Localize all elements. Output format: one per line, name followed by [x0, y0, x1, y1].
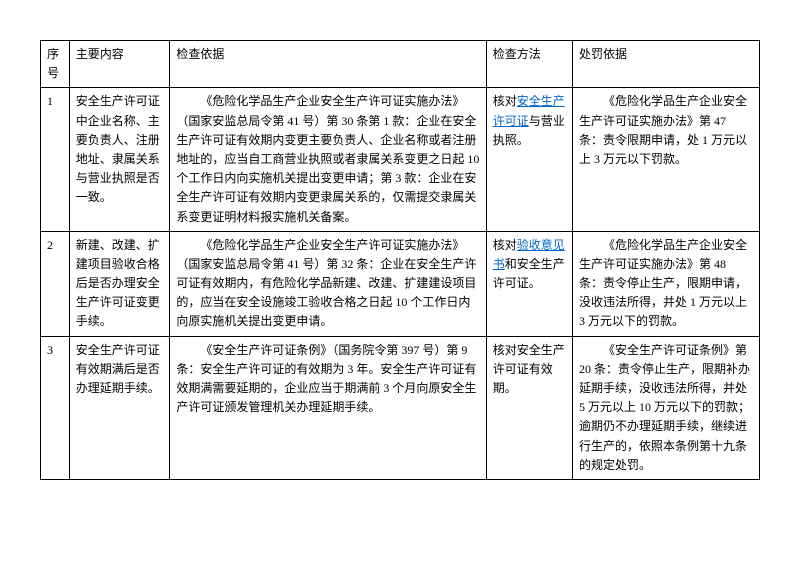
cell-content: 新建、改建、扩建项目验收合格后是否办理安全生产许可证变更手续。: [69, 231, 170, 336]
cell-num: 2: [41, 231, 70, 336]
header-num: 序号: [41, 41, 70, 88]
basis-text: 《危险化学品生产企业安全生产许可证实施办法》（国家安监总局令第 41 号）第 3…: [176, 236, 479, 332]
cell-basis: 《安全生产许可证条例》（国务院令第 397 号）第 9 条：安全生产许可证的有效…: [170, 336, 486, 479]
table-row: 1 安全生产许可证中企业名称、主要负责人、注册地址、隶属关系与营业执照是否一致。…: [41, 88, 760, 231]
table-header-row: 序号 主要内容 检查依据 检查方法 处罚依据: [41, 41, 760, 88]
method-pre: 核对: [493, 94, 517, 108]
cell-basis: 《危险化学品生产企业安全生产许可证实施办法》（国家安监总局令第 41 号）第 3…: [170, 231, 486, 336]
cell-num: 3: [41, 336, 70, 479]
header-penalty: 处罚依据: [573, 41, 760, 88]
table-row: 3 安全生产许可证有效期满后是否办理延期手续。 《安全生产许可证条例》（国务院令…: [41, 336, 760, 479]
cell-penalty: 《危险化学品生产企业安全生产许可证实施办法》第 48 条：责令停止生产，限期申请…: [573, 231, 760, 336]
cell-method: 核对验收意见书和安全生产许可证。: [486, 231, 572, 336]
basis-text: 《安全生产许可证条例》（国务院令第 397 号）第 9 条：安全生产许可证的有效…: [176, 341, 479, 418]
method-pre: 核对安全生产许可证有效期。: [493, 343, 565, 395]
cell-basis: 《危险化学品生产企业安全生产许可证实施办法》（国家安监总局令第 41 号）第 3…: [170, 88, 486, 231]
header-basis: 检查依据: [170, 41, 486, 88]
header-content: 主要内容: [69, 41, 170, 88]
penalty-text: 《危险化学品生产企业安全生产许可证实施办法》第 47 条：责令限期申请，处 1 …: [579, 92, 753, 169]
cell-method: 核对安全生产许可证与营业执照。: [486, 88, 572, 231]
cell-penalty: 《危险化学品生产企业安全生产许可证实施办法》第 47 条：责令限期申请，处 1 …: [573, 88, 760, 231]
header-method: 检查方法: [486, 41, 572, 88]
penalty-text: 《危险化学品生产企业安全生产许可证实施办法》第 48 条：责令停止生产，限期申请…: [579, 236, 753, 332]
cell-num: 1: [41, 88, 70, 231]
cell-content: 安全生产许可证中企业名称、主要负责人、注册地址、隶属关系与营业执照是否一致。: [69, 88, 170, 231]
cell-method: 核对安全生产许可证有效期。: [486, 336, 572, 479]
cell-content: 安全生产许可证有效期满后是否办理延期手续。: [69, 336, 170, 479]
table-row: 2 新建、改建、扩建项目验收合格后是否办理安全生产许可证变更手续。 《危险化学品…: [41, 231, 760, 336]
penalty-text: 《安全生产许可证条例》第 20 条：责令停止生产，限期补办延期手续，没收违法所得…: [579, 341, 753, 475]
method-pre: 核对: [493, 238, 517, 252]
regulation-table: 序号 主要内容 检查依据 检查方法 处罚依据 1 安全生产许可证中企业名称、主要…: [40, 40, 760, 480]
cell-penalty: 《安全生产许可证条例》第 20 条：责令停止生产，限期补办延期手续，没收违法所得…: [573, 336, 760, 479]
basis-text: 《危险化学品生产企业安全生产许可证实施办法》（国家安监总局令第 41 号）第 3…: [176, 92, 479, 226]
